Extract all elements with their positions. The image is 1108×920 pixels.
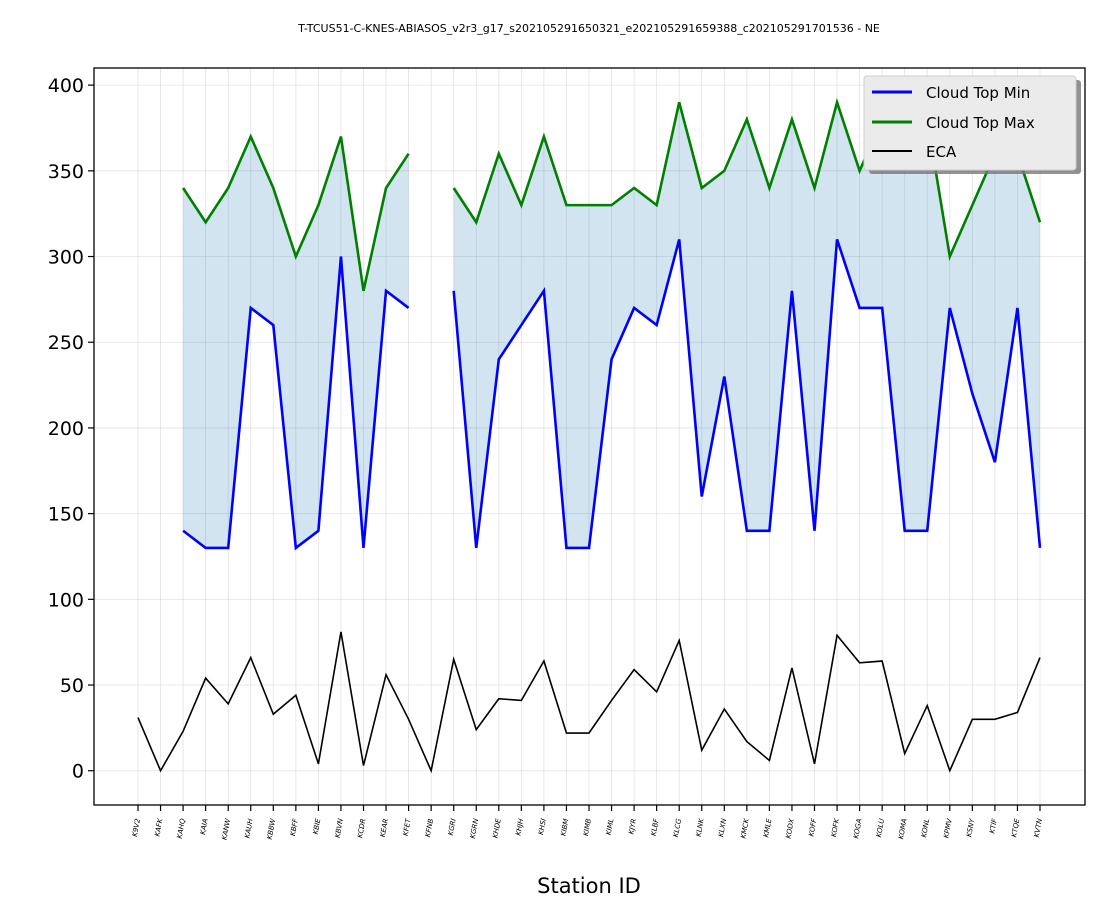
chart-title: T-TCUS51-C-KNES-ABIASOS_v2r3_g17_s202105…	[297, 22, 880, 35]
x-tick-label: KOFK	[830, 817, 841, 838]
x-tick-label: KOGA	[852, 818, 863, 839]
legend-label-min: Cloud Top Min	[926, 84, 1030, 102]
fill-between-region	[183, 136, 409, 548]
x-tick-label: KOMA	[897, 818, 909, 840]
x-tick-label: KVTN	[1033, 817, 1044, 838]
x-tick-label: KFNB	[424, 818, 435, 838]
series-lines	[137, 97, 1042, 774]
x-tick-label: KHDE	[491, 817, 502, 838]
x-tick-label: KONL	[920, 818, 931, 838]
x-tick-label: KEAR	[379, 818, 390, 838]
y-tick-label: 0	[72, 761, 84, 783]
legend-label-max: Cloud Top Max	[926, 114, 1035, 132]
cloud-top-min-line	[182, 238, 1042, 551]
x-axis-label: Station ID	[537, 874, 641, 898]
x-tick-label: KLCG	[672, 817, 683, 837]
y-tick-label: 200	[48, 418, 84, 440]
x-tick-label: KBBW	[266, 817, 278, 840]
x-tick-label: KHSI	[537, 818, 548, 836]
x-tick-label: KBIE	[312, 817, 323, 835]
x-tick-label: KTQE	[1010, 817, 1021, 837]
y-tick-label: 150	[48, 504, 84, 526]
x-tick-label: KFET	[402, 817, 413, 836]
x-tick-label: KIBM	[560, 818, 571, 837]
x-tick-label: KLXN	[717, 817, 728, 837]
x-tick-label: KLNK	[695, 817, 706, 838]
grid	[94, 68, 1085, 805]
x-tick-label: KLBF	[650, 817, 661, 836]
y-axis: 0 50 100 150 200 250 300 350 400	[48, 75, 94, 783]
legend-box	[863, 75, 1077, 171]
y-tick-label: 300	[48, 247, 84, 269]
y-tick-label: 100	[48, 589, 84, 611]
x-tick-label: KAIA	[199, 818, 210, 836]
x-tick-label: KPMV	[942, 817, 953, 839]
y-tick-label: 250	[48, 332, 84, 354]
x-tick-label: KIMB	[582, 818, 593, 837]
x-tick-label: KOLU	[875, 818, 886, 838]
x-tick-label: KGRN	[469, 817, 481, 839]
x-tick-label: KAFK	[154, 817, 165, 837]
x-tick-label: KHJH	[514, 817, 525, 836]
y-tick-label: 400	[48, 75, 84, 97]
x-tick-label: KIML	[605, 818, 616, 836]
x-tick-label: KSNY	[965, 817, 976, 837]
x-tick-label: KANW	[221, 817, 233, 841]
eca-line	[137, 631, 1041, 774]
x-tick-label: KOFF	[807, 817, 818, 837]
x-tick-label: KBVN	[334, 817, 345, 838]
legend: Cloud Top Min Cloud Top Max ECA	[863, 75, 1081, 174]
x-tick-label: KODX	[785, 818, 796, 839]
x-tick-label: KTIF	[988, 817, 999, 834]
fill-between-area	[183, 102, 1040, 548]
x-tick-label: KBFF	[289, 817, 300, 837]
cloud-top-max-line	[182, 97, 1042, 292]
x-tick-label: K9V2	[131, 817, 142, 837]
x-tick-label: KCDR	[356, 818, 367, 839]
x-tick-label: KMCK	[739, 817, 751, 840]
y-tick-label: 350	[48, 161, 84, 183]
fill-between-region	[453, 102, 1040, 548]
x-axis: K9V2 KAFK KAHQ KAIA KANW KAUH KBBW KBFF KBIE KBVN…	[131, 805, 1044, 841]
legend-label-eca: ECA	[926, 143, 957, 161]
x-tick-label: KGRI	[447, 818, 458, 836]
x-tick-label: KMLE	[762, 817, 773, 838]
y-tick-label: 50	[60, 675, 84, 697]
x-tick-label: KAUH	[243, 817, 254, 839]
x-tick-label: KAHQ	[176, 817, 187, 839]
x-tick-label: KJYR	[627, 818, 638, 835]
